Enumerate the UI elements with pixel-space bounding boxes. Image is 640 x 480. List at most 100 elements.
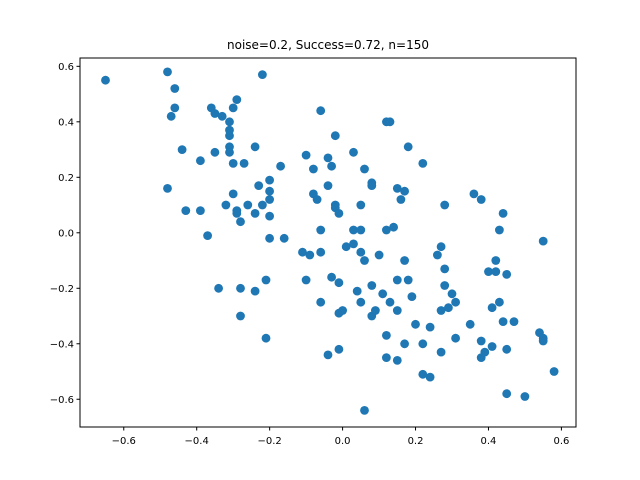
data-point xyxy=(400,186,409,196)
x-tick-label: −0.6 xyxy=(112,436,136,447)
data-point xyxy=(440,281,450,290)
data-point xyxy=(451,333,460,343)
data-point xyxy=(491,267,501,276)
data-point xyxy=(210,147,220,157)
data-point xyxy=(170,103,180,113)
data-point xyxy=(400,339,409,349)
data-point xyxy=(396,195,406,204)
y-tick-label: 0.2 xyxy=(58,173,74,184)
data-point xyxy=(495,297,504,307)
data-point xyxy=(480,347,490,357)
data-point xyxy=(236,283,245,293)
data-point xyxy=(433,250,442,260)
data-point xyxy=(392,275,402,285)
data-point xyxy=(301,150,311,160)
data-point xyxy=(163,67,172,77)
data-point xyxy=(196,206,205,216)
data-point xyxy=(465,319,475,329)
data-point xyxy=(301,275,311,285)
data-point xyxy=(228,103,238,113)
data-point xyxy=(265,211,274,221)
data-point xyxy=(327,161,336,171)
data-point xyxy=(316,225,326,235)
data-point xyxy=(385,117,395,127)
data-point xyxy=(261,333,271,343)
chart-title: noise=0.2, Success=0.72, n=150 xyxy=(227,38,429,52)
data-point xyxy=(232,95,242,104)
data-point xyxy=(163,184,172,193)
plot-frame xyxy=(79,57,577,428)
data-point xyxy=(403,275,413,285)
data-point xyxy=(392,184,402,193)
data-point xyxy=(250,209,260,218)
y-tick-label: 0.6 xyxy=(58,62,74,73)
data-point xyxy=(276,161,285,171)
data-point xyxy=(298,247,307,257)
data-point xyxy=(225,147,234,157)
data-point xyxy=(469,189,479,199)
data-point xyxy=(254,181,264,191)
y-axis: −0.6 −0.4 −0.2 0.0 0.2 0.4 0.6 xyxy=(50,62,80,406)
data-point xyxy=(177,145,187,155)
data-point xyxy=(382,331,391,340)
data-point xyxy=(225,117,234,127)
data-point xyxy=(312,195,322,204)
data-point xyxy=(210,109,220,118)
y-tick-label: 0.4 xyxy=(58,117,74,128)
data-point xyxy=(279,233,289,243)
data-point xyxy=(360,256,369,265)
data-point xyxy=(425,372,435,382)
data-point xyxy=(265,195,274,204)
data-point xyxy=(316,297,326,307)
data-point xyxy=(378,289,388,299)
data-point xyxy=(382,225,391,235)
data-point xyxy=(487,342,497,351)
data-point xyxy=(389,222,398,232)
data-point xyxy=(418,339,428,349)
x-tick-label: 0.6 xyxy=(553,436,569,447)
data-point xyxy=(440,264,450,274)
data-point xyxy=(330,131,340,141)
data-point xyxy=(232,209,242,218)
data-point xyxy=(228,189,238,199)
data-point xyxy=(323,350,333,360)
y-tick-label: −0.6 xyxy=(50,395,74,406)
data-points xyxy=(101,67,559,415)
data-point xyxy=(538,336,548,346)
data-point xyxy=(101,75,110,85)
data-point xyxy=(239,159,249,168)
data-point xyxy=(502,270,512,279)
data-point xyxy=(418,159,428,168)
x-tick-label: 0.4 xyxy=(481,436,497,447)
data-point xyxy=(374,250,384,260)
data-point xyxy=(498,209,508,218)
data-point xyxy=(250,286,260,296)
data-point xyxy=(258,200,267,210)
x-tick-label: −0.2 xyxy=(257,436,281,447)
data-point xyxy=(436,242,446,252)
data-point xyxy=(509,317,519,326)
data-point xyxy=(498,317,508,326)
data-point xyxy=(538,236,548,246)
data-point xyxy=(203,231,213,241)
data-point xyxy=(305,250,315,260)
data-point xyxy=(217,111,227,121)
data-point xyxy=(334,344,344,354)
data-point xyxy=(418,369,428,379)
data-point xyxy=(502,344,512,354)
data-point xyxy=(228,159,238,168)
data-point xyxy=(265,233,274,243)
data-point xyxy=(352,286,362,296)
data-point xyxy=(341,242,351,252)
y-tick-label: 0.0 xyxy=(58,228,74,239)
data-point xyxy=(225,125,234,135)
data-point xyxy=(334,209,344,218)
data-point xyxy=(367,181,377,191)
data-point xyxy=(392,356,402,365)
data-point xyxy=(495,225,504,235)
data-point xyxy=(356,297,366,307)
x-tick-label: 0.2 xyxy=(408,436,424,447)
data-point xyxy=(447,289,457,299)
data-point xyxy=(214,283,224,293)
